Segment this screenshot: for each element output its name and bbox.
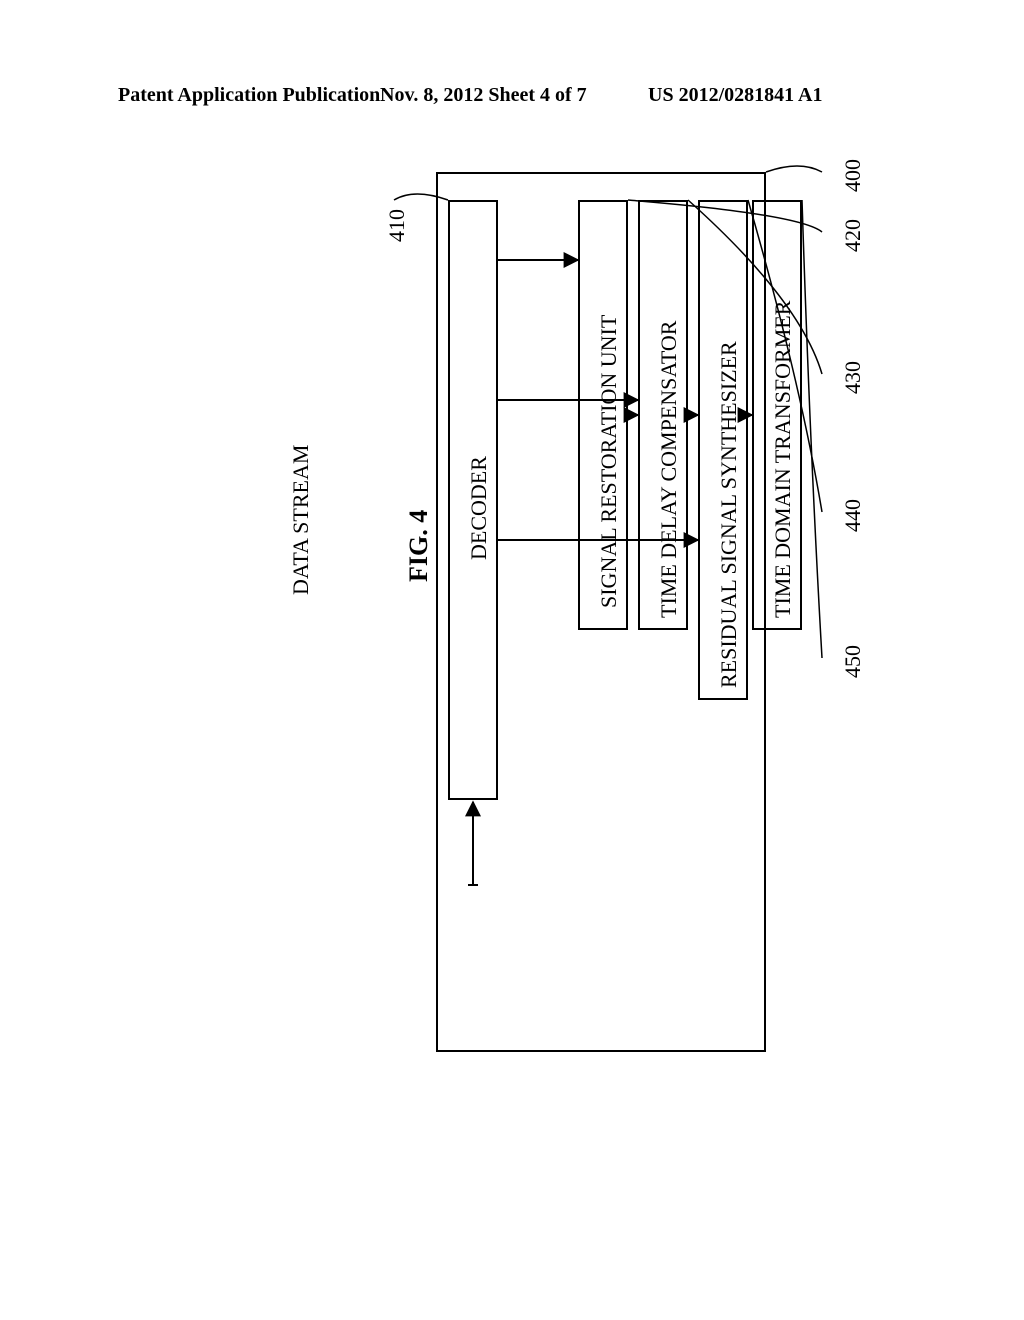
header-mid: Nov. 8, 2012 Sheet 4 of 7	[380, 84, 587, 107]
decoder-label: DECODER	[466, 456, 492, 560]
ref-410: 410	[384, 209, 410, 242]
ref-440: 440	[840, 499, 866, 532]
page: Patent Application Publication Nov. 8, 2…	[0, 0, 1024, 1320]
block-450-label: TIME DOMAIN TRANSFORMER	[770, 301, 796, 618]
header-right: US 2012/0281841 A1	[648, 84, 822, 107]
block-420-label: SIGNAL RESTORATION UNIT	[596, 315, 622, 608]
ref-420: 420	[840, 219, 866, 252]
ref-400: 400	[840, 159, 866, 192]
figure-label: FIG. 4	[404, 510, 434, 582]
ref-450: 450	[840, 645, 866, 678]
data-stream-label: DATA STREAM	[288, 445, 314, 595]
block-440-label: RESIDUAL SIGNAL SYNTHESIZER	[716, 341, 742, 688]
block-430-label: TIME DELAY COMPENSATOR	[656, 321, 682, 618]
header-left: Patent Application Publication	[118, 84, 380, 107]
ref-430: 430	[840, 361, 866, 394]
